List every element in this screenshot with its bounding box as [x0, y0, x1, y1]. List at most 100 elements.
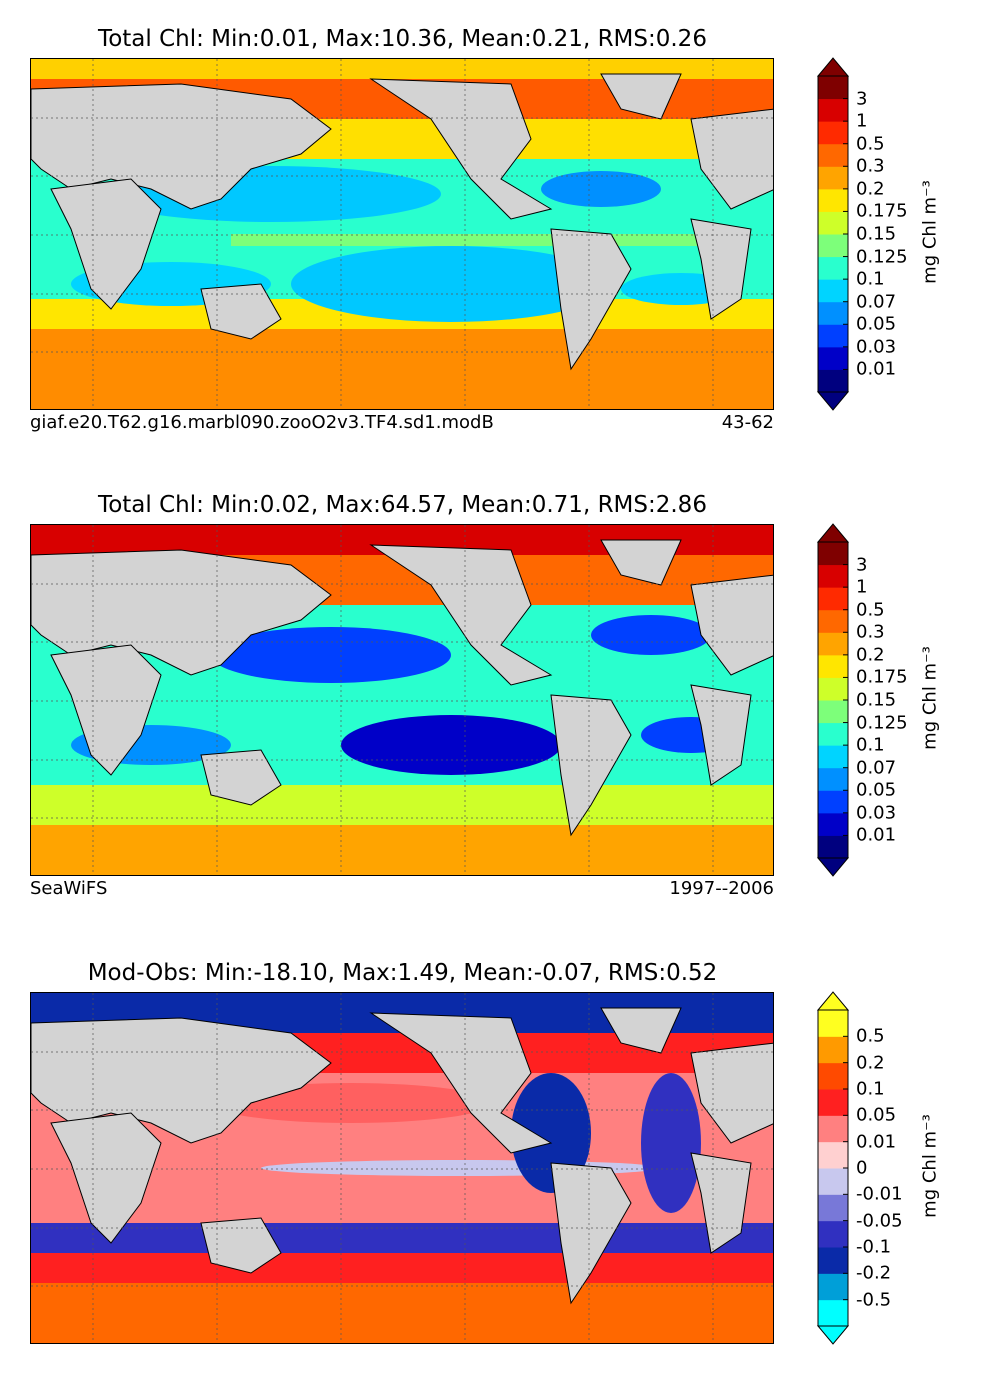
- colorbar-tick-label: 0.05: [856, 1104, 897, 1126]
- colorbar-tick-label: 3: [856, 88, 868, 110]
- colorbar-tick-label: 0.01: [856, 1131, 897, 1153]
- colorbar-tick-label: 0.175: [856, 200, 908, 222]
- colorbar-tick-label: 1: [856, 110, 868, 132]
- ocean-band: [31, 59, 773, 79]
- colorbar-segment: [818, 1299, 848, 1327]
- colorbar-segment: [818, 279, 848, 303]
- ocean-band: [31, 785, 773, 825]
- colorbar-segment: [818, 1220, 848, 1248]
- colorbar-tick-label: -0.05: [856, 1210, 903, 1232]
- colorbar-tick-label: 0.05: [856, 779, 897, 801]
- ocean-band: [31, 1283, 773, 1343]
- diff-blob: [641, 1073, 701, 1213]
- gyre-blob: [211, 627, 451, 683]
- map-plot: [30, 992, 774, 1344]
- panel-title: Mod-Obs: Min:-18.10, Max:1.49, Mean:-0.0…: [87, 960, 718, 986]
- colorbar-tick-label: -0.1: [856, 1236, 892, 1258]
- panel-title: Total Chl: Min:0.02, Max:64.57, Mean:0.7…: [98, 492, 707, 518]
- colorbar-extend-low: [816, 857, 850, 877]
- colorbar-segment: [818, 542, 848, 566]
- colorbar-segment: [818, 790, 848, 814]
- colorbar-segment: [818, 256, 848, 280]
- colorbar-svg: [816, 523, 850, 877]
- colorbar-segment: [818, 654, 848, 678]
- colorbar-tick-label: 0.5: [856, 133, 885, 155]
- colorbar-segment: [818, 812, 848, 836]
- colorbar-segment: [818, 301, 848, 325]
- colorbar-tick-label: 0.01: [856, 358, 897, 380]
- colorbar-extend-low: [816, 1325, 850, 1345]
- colorbar-segment: [818, 143, 848, 167]
- land-masses: [31, 73, 773, 371]
- colorbar-segment: [818, 76, 848, 100]
- panel-obs: Total Chl: Min:0.02, Max:64.57, Mean:0.7…: [0, 466, 981, 926]
- colorbar-tick-label: 3: [856, 554, 868, 576]
- colorbar-tick-label: 0.07: [856, 757, 897, 779]
- colorbar-segment: [818, 211, 848, 235]
- colorbar-tick-label: 0.15: [856, 223, 897, 245]
- colorbar-segment: [818, 1036, 848, 1064]
- graticule: [31, 993, 773, 1343]
- colorbar-tick-label: 0.05: [856, 313, 897, 335]
- colorbar-tick-label: 0.5: [856, 599, 885, 621]
- graticule: [31, 59, 773, 409]
- map-plot: [30, 58, 774, 410]
- colorbar-tick-label: -0.2: [856, 1262, 892, 1284]
- panel-model: Total Chl: Min:0.01, Max:10.36, Mean:0.2…: [0, 0, 981, 460]
- colorbar-segment: [818, 564, 848, 588]
- colorbar-segment: [818, 587, 848, 611]
- colorbar-segment: [818, 722, 848, 746]
- colorbar-segment: [818, 1247, 848, 1274]
- gyre-blob: [291, 246, 611, 322]
- colorbar-tick-label: 0.15: [856, 689, 897, 711]
- colorbar-tick-label: 0.3: [856, 155, 885, 177]
- colorbar-tick-label: 0.03: [856, 336, 897, 358]
- panel-diff: Mod-Obs: Min:-18.10, Max:1.49, Mean:-0.0…: [0, 934, 981, 1394]
- colorbar-extend-low: [816, 391, 850, 411]
- graticule: [31, 525, 773, 875]
- caption-left: SeaWiFS: [30, 878, 108, 899]
- colorbar-segment: [818, 346, 848, 370]
- ocean-band: [31, 825, 773, 875]
- colorbar-segment: [818, 1168, 848, 1195]
- caption-left: giaf.e20.T62.g16.marbl090.zooO2v3.TF4.sd…: [30, 412, 494, 433]
- diff-blob: [511, 1073, 591, 1193]
- caption-right: 1997--2006: [669, 878, 774, 899]
- colorbar-tick-label: 0.1: [856, 734, 885, 756]
- colorbar-extend-high: [816, 57, 850, 77]
- gyre-blob: [591, 615, 711, 655]
- colorbar-segment: [818, 609, 848, 633]
- colorbar-segment: [818, 166, 848, 190]
- ocean-band: [31, 1253, 773, 1283]
- colorbar-units: mg Chl m⁻³: [919, 646, 941, 750]
- map-svg: [31, 993, 773, 1343]
- colorbar-extend-high: [816, 523, 850, 543]
- colorbar-segment: [818, 1141, 848, 1169]
- colorbar-segment: [818, 1194, 848, 1222]
- gyre-blob: [341, 715, 561, 775]
- map-plot: [30, 524, 774, 876]
- colorbar-tick-label: 0.1: [856, 268, 885, 290]
- colorbar-tick-label: 0.01: [856, 824, 897, 846]
- colorbar-segment: [818, 1273, 848, 1301]
- land-masses: [31, 539, 773, 837]
- colorbar: [816, 57, 858, 411]
- colorbar-segment: [818, 98, 848, 122]
- colorbar-segment: [818, 369, 848, 393]
- colorbar-segment: [818, 767, 848, 791]
- colorbar-segment: [818, 677, 848, 701]
- colorbar-tick-label: -0.01: [856, 1183, 903, 1205]
- colorbar: [816, 523, 858, 877]
- colorbar-svg: [816, 991, 850, 1345]
- colorbar-tick-label: 0.2: [856, 1052, 885, 1074]
- land-masses: [31, 1007, 773, 1305]
- colorbar-segment: [818, 121, 848, 145]
- colorbar-segment: [818, 632, 848, 656]
- colorbar-units: mg Chl m⁻³: [919, 1114, 941, 1218]
- colorbar-tick-label: -0.5: [856, 1289, 892, 1311]
- colorbar-tick-label: 0.1: [856, 1078, 885, 1100]
- colorbar-segment: [818, 835, 848, 859]
- gyre-blob: [541, 171, 661, 207]
- colorbar-segment: [818, 188, 848, 212]
- colorbar-tick-label: 0.125: [856, 712, 908, 734]
